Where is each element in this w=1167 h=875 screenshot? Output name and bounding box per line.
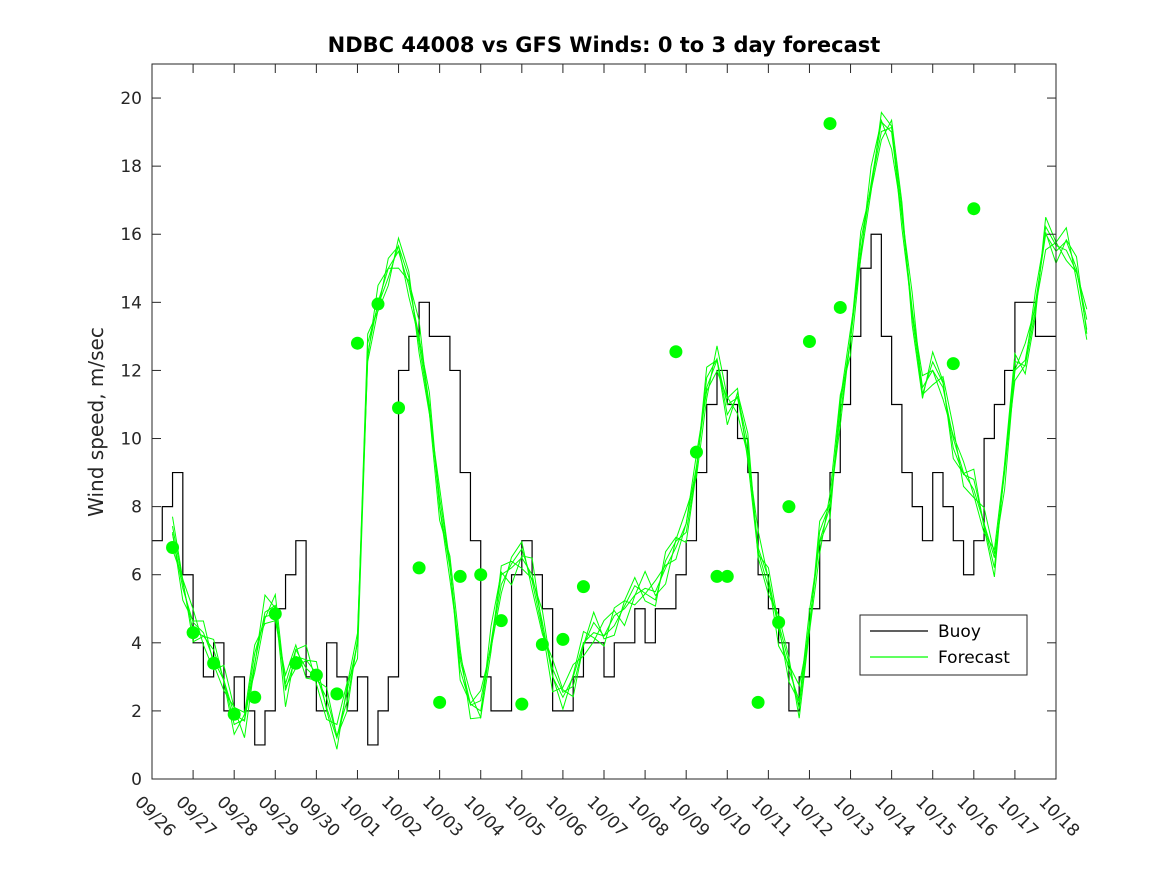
- forecast-marker: [556, 632, 570, 646]
- forecast-marker: [309, 668, 323, 682]
- forecast-markers: [166, 117, 981, 721]
- forecast-line-run: [172, 126, 1088, 738]
- x-tick-label: 10/16: [952, 792, 1001, 841]
- y-tick-label: 12: [120, 361, 142, 381]
- y-tick-label: 8: [131, 498, 142, 518]
- forecast-marker: [494, 614, 508, 628]
- forecast-line-run: [172, 118, 1088, 738]
- forecast-marker: [782, 500, 796, 514]
- forecast-marker: [268, 607, 282, 621]
- forecast-marker: [433, 695, 447, 709]
- y-tick-label: 10: [120, 430, 142, 450]
- y-tick-label: 0: [131, 770, 142, 790]
- x-tick-label: 10/06: [541, 792, 590, 841]
- x-tick-label: 10/15: [911, 792, 960, 841]
- y-tick-label: 16: [120, 225, 142, 245]
- forecast-marker: [186, 626, 200, 640]
- forecast-marker: [412, 561, 426, 575]
- x-tick-label: 10/14: [870, 792, 919, 841]
- y-tick-label: 2: [131, 702, 142, 722]
- x-tick-label: 10/01: [336, 792, 385, 841]
- forecast-marker: [166, 540, 180, 554]
- x-tick-label: 10/10: [706, 792, 755, 841]
- legend: Buoy Forecast: [859, 614, 1028, 676]
- y-tick-label: 6: [131, 566, 142, 586]
- forecast-marker: [371, 297, 385, 311]
- y-tick-label: 14: [120, 293, 142, 313]
- y-tick-label: 4: [131, 634, 142, 654]
- x-tick-label: 09/28: [213, 792, 262, 841]
- forecast-series: [172, 111, 1088, 750]
- x-tick-label: 09/29: [254, 792, 303, 841]
- forecast-marker: [576, 580, 590, 594]
- forecast-marker: [392, 401, 406, 415]
- y-tick-label: 18: [120, 157, 142, 177]
- forecast-marker: [330, 687, 344, 701]
- x-tick-label: 09/26: [130, 792, 179, 841]
- x-tick-label: 10/18: [1034, 792, 1083, 841]
- x-tick-label: 10/03: [418, 792, 467, 841]
- forecast-marker: [823, 117, 837, 131]
- forecast-marker: [967, 202, 981, 216]
- forecast-marker: [350, 336, 364, 350]
- forecast-marker: [710, 569, 724, 583]
- buoy-line: [152, 233, 1056, 746]
- forecast-marker: [689, 445, 703, 459]
- forecast-marker: [289, 656, 303, 670]
- forecast-marker: [751, 695, 765, 709]
- forecast-marker: [474, 568, 488, 582]
- forecast-marker: [720, 569, 734, 583]
- forecast-marker: [453, 569, 467, 583]
- forecast-line-run: [172, 118, 1088, 739]
- x-tick-label: 10/05: [500, 792, 549, 841]
- forecast-marker: [946, 357, 960, 371]
- legend-box: [859, 614, 1028, 676]
- forecast-marker: [802, 334, 816, 348]
- x-tick-label: 09/27: [172, 792, 221, 841]
- forecast-marker: [833, 300, 847, 314]
- forecast-marker: [248, 690, 262, 704]
- forecast-marker: [535, 638, 549, 652]
- forecast-marker: [227, 707, 241, 721]
- x-tick-label: 10/09: [665, 792, 714, 841]
- buoy-series: [152, 233, 1056, 746]
- forecast-marker: [669, 345, 683, 359]
- x-tick-label: 10/04: [459, 792, 508, 841]
- legend-buoy-label: Buoy: [938, 622, 981, 642]
- forecast-line-run: [172, 111, 1088, 750]
- x-tick-label: 10/11: [747, 792, 796, 841]
- forecast-marker: [772, 615, 786, 629]
- forecast-marker: [515, 697, 529, 711]
- x-tick-label: 10/08: [624, 792, 673, 841]
- x-tick-label: 10/07: [582, 792, 631, 841]
- chart-title: NDBC 44008 vs GFS Winds: 0 to 3 day fore…: [328, 33, 881, 57]
- x-tick-label: 10/12: [788, 792, 837, 841]
- x-tick-label: 10/17: [993, 792, 1042, 841]
- x-tick-label: 10/02: [377, 792, 426, 841]
- y-axis-label: Wind speed, m/sec: [84, 327, 108, 517]
- x-tick-label: 10/13: [829, 792, 878, 841]
- x-tick-label: 09/30: [295, 792, 344, 841]
- y-axis: 0 2 4 6 8 10 12 14 16 18 20: [120, 89, 1056, 790]
- legend-forecast-label: Forecast: [938, 648, 1010, 668]
- y-tick-label: 20: [120, 89, 142, 109]
- forecast-marker: [207, 656, 221, 670]
